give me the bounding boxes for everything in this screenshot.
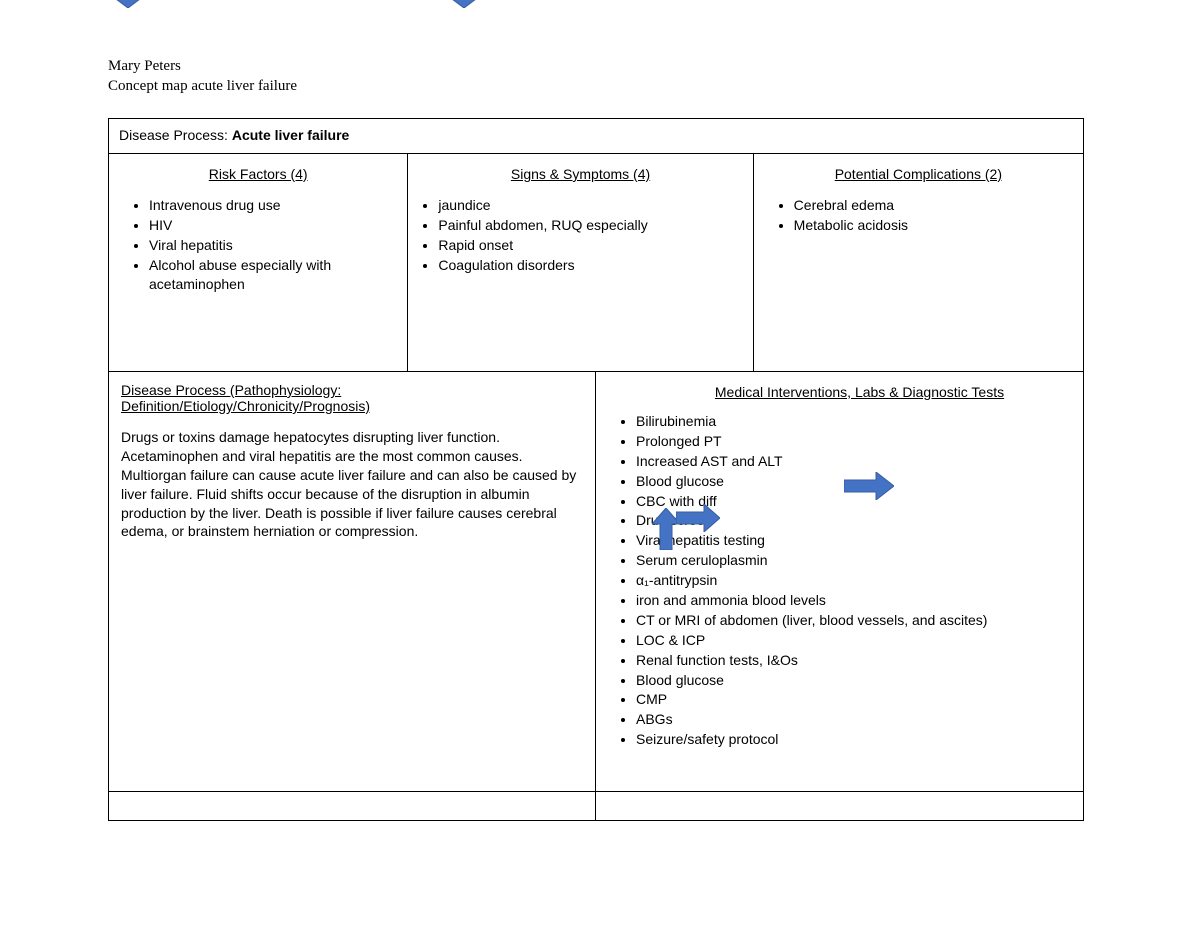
list-item: Prolonged PT <box>636 432 1071 451</box>
list-item: α₁-antitrypsin <box>636 571 1071 590</box>
list-item: Intravenous drug use <box>149 196 395 215</box>
list-item: ABGs <box>636 710 1071 729</box>
complications-list: Cerebral edemaMetabolic acidosis <box>766 196 1071 235</box>
row-empty <box>109 792 1083 820</box>
concept-map-table: Disease Process: Acute liver failure Ris… <box>108 118 1084 821</box>
list-item: Painful abdomen, RUQ especially <box>438 216 740 235</box>
header-block: Mary Peters Concept map acute liver fail… <box>108 56 297 97</box>
patho-heading: Disease Process (Pathophysiology: Defini… <box>121 382 431 414</box>
list-item: Cerebral edema <box>794 196 1071 215</box>
list-item: Renal function tests, I&Os <box>636 651 1071 670</box>
list-item: Viral hepatitis <box>149 236 395 255</box>
list-item: CT or MRI of abdomen (liver, blood vesse… <box>636 611 1071 630</box>
interventions-list: BilirubinemiaProlonged PTIncreased AST a… <box>608 412 1071 749</box>
list-item: iron and ammonia blood levels <box>636 591 1071 610</box>
top-arrow-right <box>440 0 488 8</box>
risk-heading: Risk Factors (4) <box>121 166 395 182</box>
signs-list: jaundicePainful abdomen, RUQ especiallyR… <box>420 196 740 275</box>
arrow-right-lower <box>676 504 720 532</box>
list-item: Metabolic acidosis <box>794 216 1071 235</box>
list-item: LOC & ICP <box>636 631 1071 650</box>
list-item: Seizure/safety protocol <box>636 730 1071 749</box>
patho-text: Drugs or toxins damage hepatocytes disru… <box>121 428 583 541</box>
complications-heading: Potential Complications (2) <box>766 166 1071 182</box>
top-arrow-left <box>104 0 152 8</box>
list-item: Increased AST and ALT <box>636 452 1071 471</box>
list-item: Serum ceruloplasmin <box>636 551 1071 570</box>
list-item: Rapid onset <box>438 236 740 255</box>
risk-list: Intravenous drug useHIVViral hepatitisAl… <box>121 196 395 293</box>
list-item: Alcohol abuse especially with acetaminop… <box>149 256 395 294</box>
list-item: Bilirubinemia <box>636 412 1071 431</box>
interventions-heading: Medical Interventions, Labs & Diagnostic… <box>648 384 1071 400</box>
list-item: Viral hepatitis testing <box>636 531 1071 550</box>
title-row: Disease Process: Acute liver failure <box>109 119 1083 154</box>
list-item: jaundice <box>438 196 740 215</box>
author-name: Mary Peters <box>108 56 297 76</box>
disease-process-value: Acute liver failure <box>232 127 350 143</box>
arrow-right-upper <box>844 472 894 500</box>
list-item: CMP <box>636 690 1071 709</box>
row-two-col: Disease Process (Pathophysiology: Defini… <box>109 372 1083 792</box>
doc-subtitle: Concept map acute liver failure <box>108 76 297 96</box>
disease-process-label: Disease Process: <box>119 127 232 143</box>
signs-heading: Signs & Symptoms (4) <box>420 166 740 182</box>
list-item: Coagulation disorders <box>438 256 740 275</box>
row-three-col: Risk Factors (4) Intravenous drug useHIV… <box>109 154 1083 372</box>
list-item: Blood glucose <box>636 671 1071 690</box>
list-item: HIV <box>149 216 395 235</box>
